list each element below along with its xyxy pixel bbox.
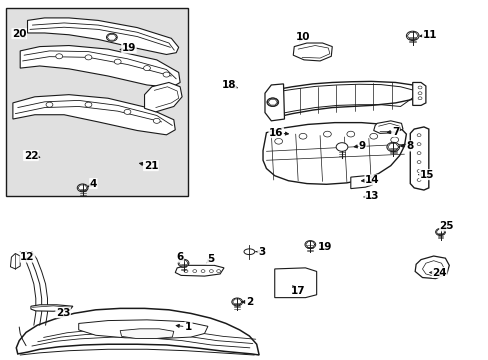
Text: 9: 9 xyxy=(358,141,366,151)
Polygon shape xyxy=(31,305,73,311)
Polygon shape xyxy=(20,45,180,87)
Text: 13: 13 xyxy=(364,191,379,201)
Text: 12: 12 xyxy=(20,252,35,262)
Text: 23: 23 xyxy=(56,308,70,318)
Circle shape xyxy=(85,55,92,60)
Polygon shape xyxy=(10,253,20,269)
Polygon shape xyxy=(414,256,448,279)
Text: 10: 10 xyxy=(295,32,309,41)
Polygon shape xyxy=(263,123,406,184)
Ellipse shape xyxy=(244,249,254,255)
Polygon shape xyxy=(274,268,316,298)
Text: 18: 18 xyxy=(221,80,236,90)
Polygon shape xyxy=(412,82,425,105)
Circle shape xyxy=(416,161,420,163)
Circle shape xyxy=(274,138,282,144)
Circle shape xyxy=(153,118,160,123)
Text: 21: 21 xyxy=(143,161,158,171)
Circle shape xyxy=(77,184,88,192)
Text: 3: 3 xyxy=(257,247,264,257)
Circle shape xyxy=(85,102,92,107)
Text: 19: 19 xyxy=(318,242,332,252)
Text: 5: 5 xyxy=(206,254,214,264)
Circle shape xyxy=(346,131,354,137)
Circle shape xyxy=(114,59,121,64)
Circle shape xyxy=(417,92,421,95)
Text: 7: 7 xyxy=(391,127,399,136)
Polygon shape xyxy=(79,320,207,338)
Polygon shape xyxy=(373,121,402,134)
Circle shape xyxy=(178,259,188,267)
Circle shape xyxy=(209,270,213,273)
Circle shape xyxy=(390,137,398,143)
Circle shape xyxy=(323,131,330,137)
Circle shape xyxy=(163,72,169,77)
Polygon shape xyxy=(409,127,428,190)
Circle shape xyxy=(231,298,242,306)
Circle shape xyxy=(106,33,117,41)
Circle shape xyxy=(183,270,187,273)
Text: 14: 14 xyxy=(364,175,379,185)
Text: 4: 4 xyxy=(89,179,97,189)
Text: 17: 17 xyxy=(290,286,305,296)
Polygon shape xyxy=(144,82,182,112)
Circle shape xyxy=(335,143,347,151)
Circle shape xyxy=(266,98,278,107)
Text: 8: 8 xyxy=(406,141,413,151)
Text: 2: 2 xyxy=(245,297,252,307)
Circle shape xyxy=(299,134,306,139)
Circle shape xyxy=(124,109,131,114)
Polygon shape xyxy=(264,84,284,121)
Circle shape xyxy=(416,134,420,136)
Text: 1: 1 xyxy=(184,322,192,332)
Circle shape xyxy=(417,86,421,89)
Polygon shape xyxy=(16,309,259,355)
Text: 15: 15 xyxy=(419,170,433,180)
Circle shape xyxy=(435,228,445,235)
Circle shape xyxy=(416,179,420,181)
Polygon shape xyxy=(120,329,173,338)
Circle shape xyxy=(56,54,62,59)
Text: 25: 25 xyxy=(439,221,453,231)
Text: 6: 6 xyxy=(176,252,183,262)
Polygon shape xyxy=(13,95,175,135)
Circle shape xyxy=(386,142,399,152)
Text: 20: 20 xyxy=(12,29,26,39)
Circle shape xyxy=(305,240,315,248)
Bar xyxy=(5,8,188,196)
Circle shape xyxy=(406,31,418,41)
Circle shape xyxy=(267,98,278,106)
Text: 11: 11 xyxy=(422,30,436,40)
Polygon shape xyxy=(422,261,444,276)
Text: 24: 24 xyxy=(431,267,446,278)
Polygon shape xyxy=(293,43,331,61)
Polygon shape xyxy=(27,18,178,54)
Circle shape xyxy=(201,270,204,273)
Polygon shape xyxy=(271,81,414,117)
Circle shape xyxy=(416,143,420,145)
Text: 16: 16 xyxy=(268,128,283,138)
Circle shape xyxy=(416,170,420,172)
Text: 22: 22 xyxy=(23,150,38,161)
Circle shape xyxy=(143,66,150,71)
Circle shape xyxy=(369,134,377,139)
Circle shape xyxy=(46,102,53,107)
Circle shape xyxy=(417,97,421,100)
Text: 19: 19 xyxy=(122,43,136,53)
Polygon shape xyxy=(350,176,371,189)
Circle shape xyxy=(216,270,220,273)
Polygon shape xyxy=(175,265,224,276)
Circle shape xyxy=(416,152,420,154)
Circle shape xyxy=(192,270,196,273)
